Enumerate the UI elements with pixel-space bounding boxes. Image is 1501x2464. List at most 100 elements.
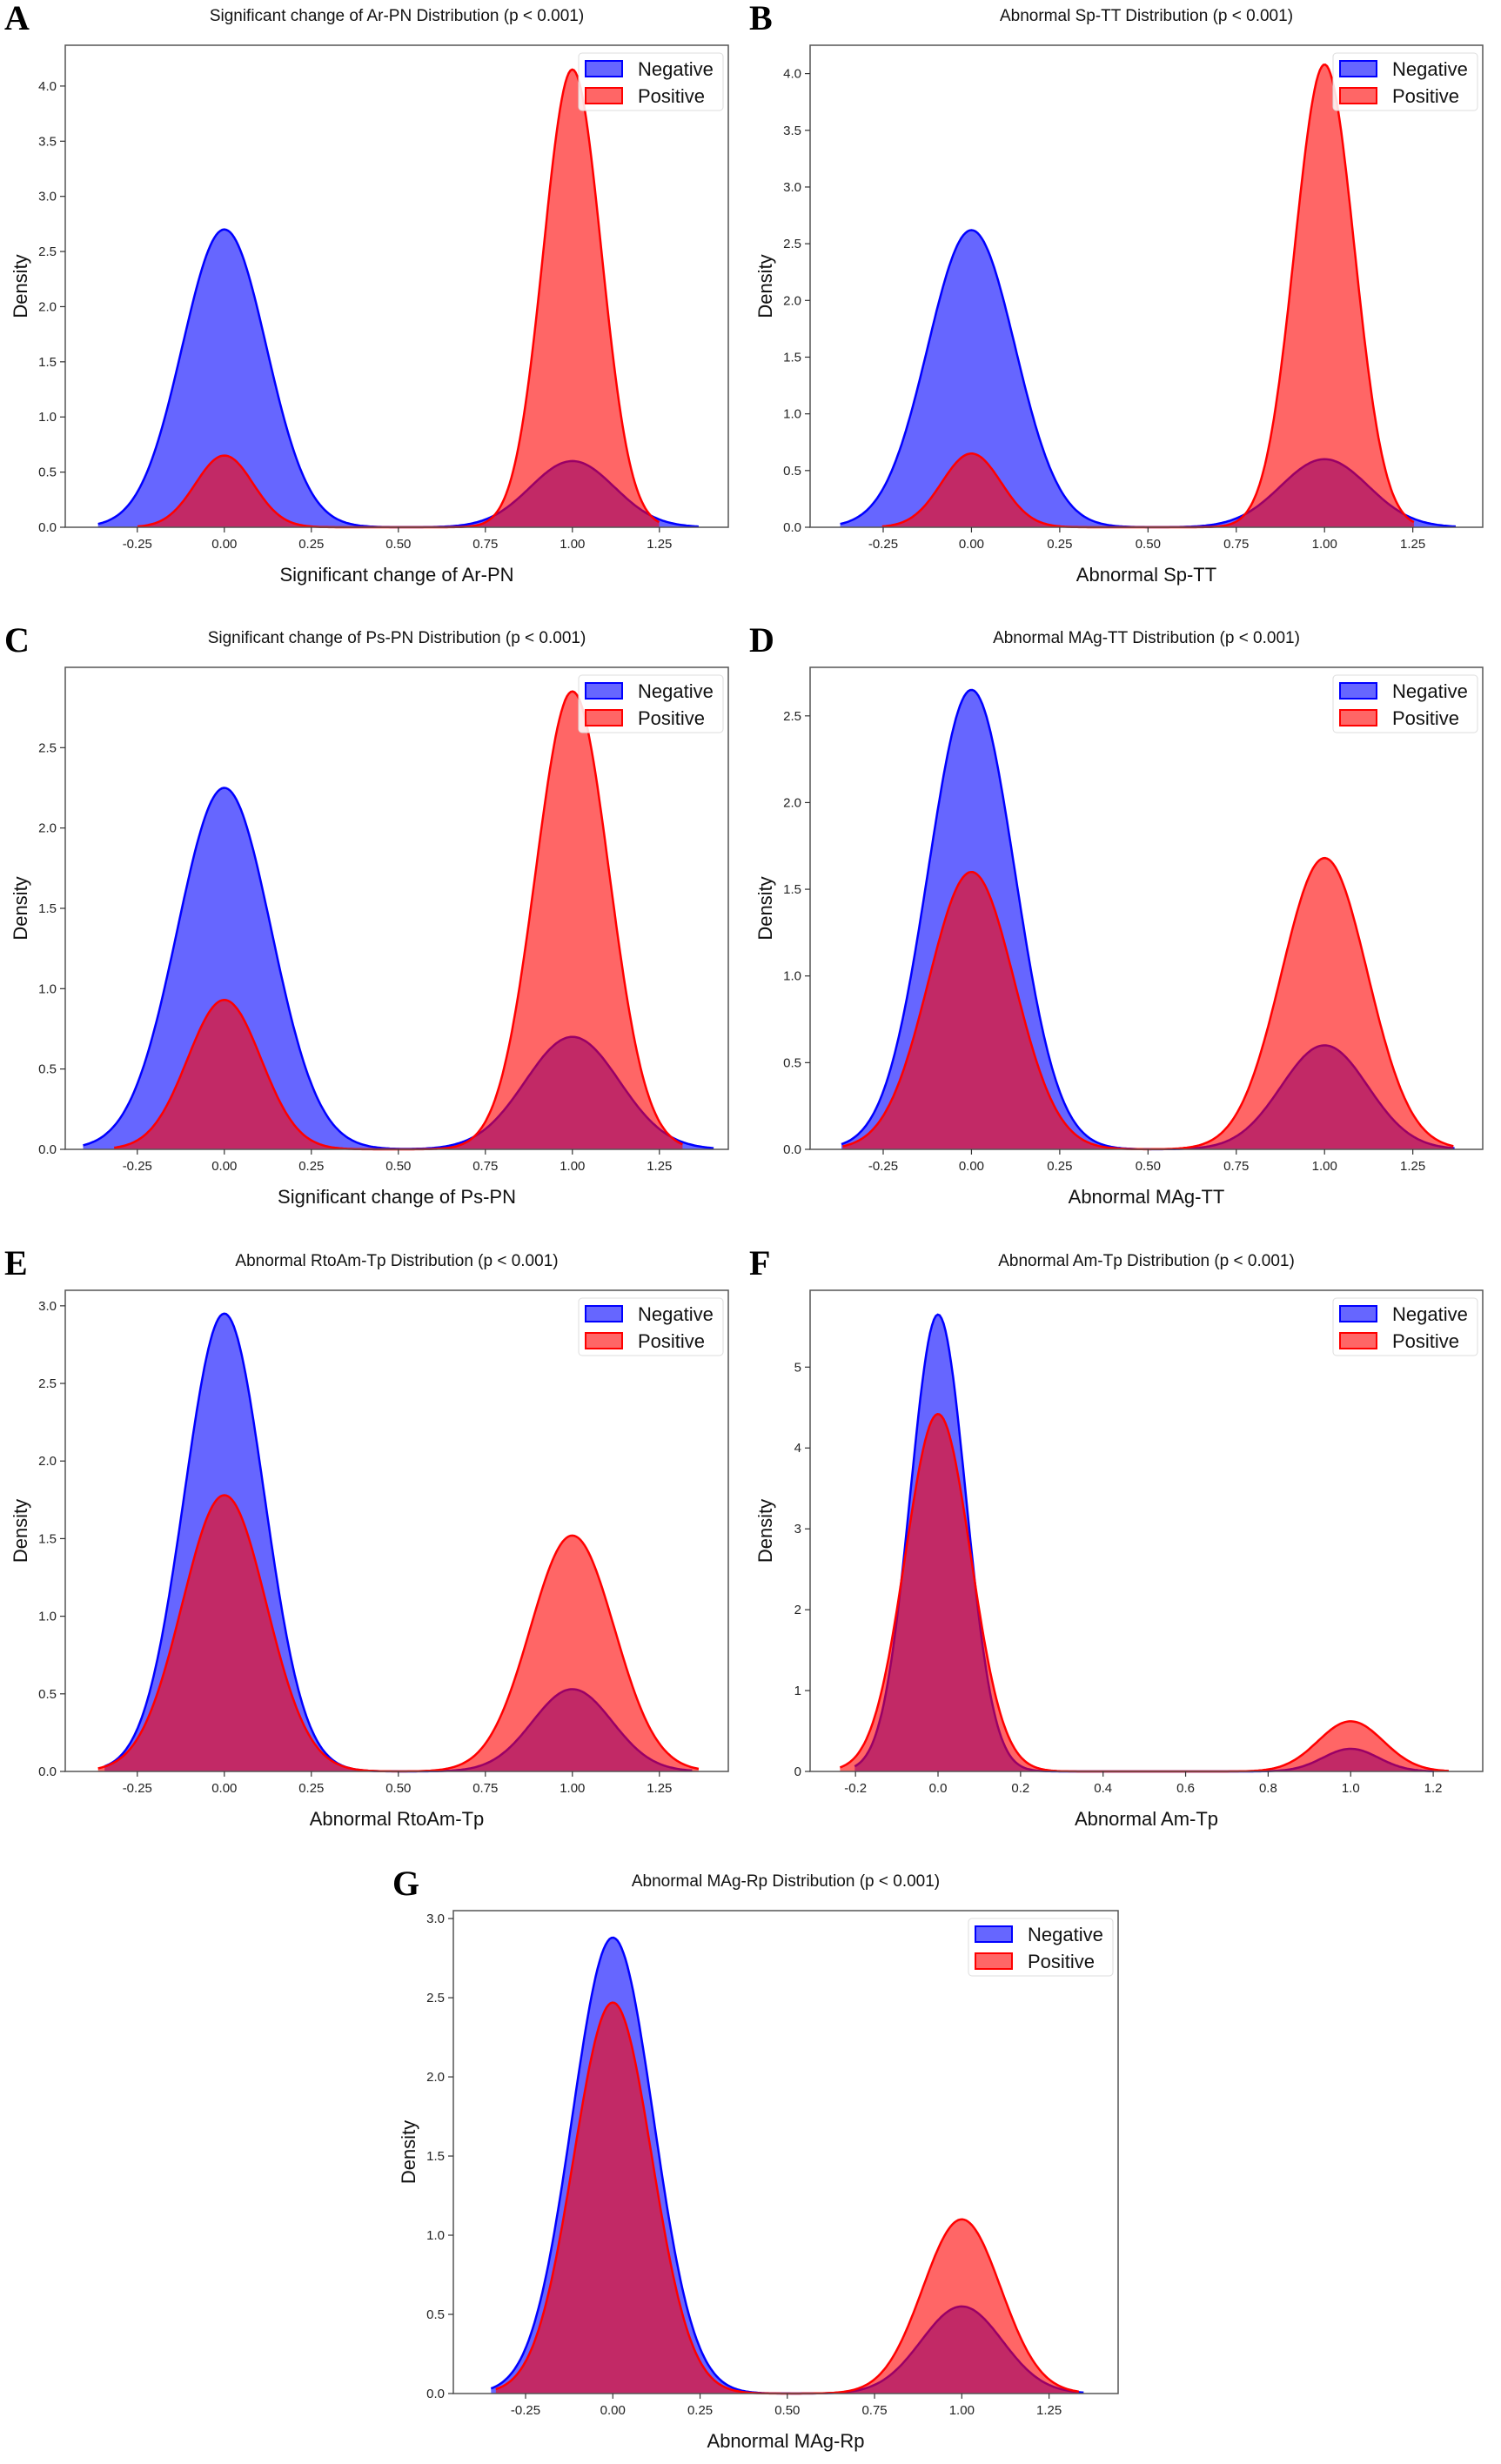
- y-tick-label: 2.5: [38, 1376, 57, 1391]
- y-tick-label: 0.0: [38, 1764, 57, 1779]
- panel-letter: F: [749, 1243, 770, 1282]
- density-area-positive: [97, 1495, 699, 1771]
- density-area-positive: [840, 1414, 1449, 1771]
- y-tick-label: 0.0: [38, 520, 57, 535]
- x-axis-label: Abnormal Sp-TT: [1076, 564, 1216, 586]
- x-tick-label: 1.00: [949, 2403, 975, 2418]
- y-tick-label: 4.0: [783, 67, 801, 82]
- legend-label-negative: Negative: [1392, 1303, 1468, 1325]
- y-axis-label: Density: [754, 1499, 776, 1563]
- y-axis-label: Density: [10, 254, 31, 318]
- y-tick-label: 0: [794, 1764, 801, 1779]
- y-tick-label: 2.0: [783, 293, 801, 308]
- y-tick-label: 4: [794, 1441, 801, 1456]
- legend-label-negative: Negative: [1392, 680, 1468, 702]
- y-axis-label: Density: [10, 876, 31, 940]
- x-tick-label: 0.00: [959, 537, 984, 552]
- x-tick-label: 0.75: [861, 2403, 887, 2418]
- y-tick-label: 1.0: [783, 407, 801, 422]
- x-tick-label: 1.25: [647, 1159, 672, 1174]
- density-area-negative: [840, 230, 1457, 527]
- panel-letter: A: [4, 0, 30, 37]
- y-tick-label: 3.0: [783, 180, 801, 195]
- x-tick-label: 1.00: [560, 1159, 585, 1174]
- x-tick-label: 0.50: [385, 537, 411, 552]
- legend-label-negative: Negative: [638, 58, 714, 80]
- x-tick-label: 0.25: [687, 2403, 713, 2418]
- x-tick-label: 0.2: [1011, 1781, 1029, 1796]
- x-tick-label: 0.50: [1136, 1159, 1161, 1174]
- x-axis-label: Abnormal MAg-TT: [1069, 1186, 1225, 1208]
- x-tick-label: -0.25: [123, 1159, 152, 1174]
- legend-swatch-negative: [1339, 682, 1377, 700]
- x-tick-label: -0.25: [123, 537, 152, 552]
- y-tick-label: 0.0: [783, 520, 801, 535]
- y-axis-label: Density: [398, 2120, 419, 2184]
- legend-swatch-negative: [1339, 60, 1377, 77]
- x-tick-label: 0.4: [1094, 1781, 1112, 1796]
- panel-g: G Abnormal MAg-Rp Distribution (p < 0.001…: [392, 1864, 1119, 2452]
- axes-frame: [452, 1910, 1119, 2394]
- panel-a: A Significant change of Ar-PN Distributio…: [4, 0, 729, 586]
- x-tick-label: 1.00: [1312, 537, 1337, 552]
- density-area-positive: [881, 64, 1414, 528]
- panel-c: C Significant change of Ps-PN Distributio…: [4, 620, 729, 1208]
- x-tick-label: -0.25: [511, 2403, 540, 2418]
- axes-frame: [809, 1289, 1484, 1772]
- y-tick-label: 0.0: [38, 1142, 57, 1157]
- x-tick-label: 0.25: [298, 1159, 324, 1174]
- legend-label-negative: Negative: [638, 1303, 714, 1325]
- legend-swatch-positive: [975, 1952, 1013, 1970]
- legend-label-negative: Negative: [1028, 1924, 1103, 1945]
- chart-title: Abnormal MAg-Rp Distribution (p < 0.001): [632, 1872, 940, 1891]
- y-tick-label: 0.5: [783, 1055, 801, 1070]
- y-tick-label: 1.5: [783, 350, 801, 365]
- chart-title: Abnormal Sp-TT Distribution (p < 0.001): [1000, 7, 1293, 25]
- y-tick-label: 3.0: [38, 190, 57, 204]
- x-tick-label: 0.00: [959, 1159, 984, 1174]
- legend-swatch-positive: [1339, 1332, 1377, 1349]
- legend-label-positive: Positive: [1392, 707, 1459, 729]
- y-tick-label: 0.5: [38, 465, 57, 480]
- x-tick-label: 1.00: [1312, 1159, 1337, 1174]
- panel-letter: G: [392, 1864, 419, 1903]
- x-tick-label: 0.8: [1259, 1781, 1277, 1796]
- x-tick-label: 1.25: [1400, 537, 1425, 552]
- axes-frame: [809, 666, 1484, 1150]
- y-tick-label: 4.0: [38, 79, 57, 94]
- panel-b: B Abnormal Sp-TT Distribution (p < 0.001)…: [749, 0, 1484, 586]
- x-tick-label: 0.50: [385, 1781, 411, 1796]
- y-tick-label: 1.5: [38, 355, 57, 370]
- chart-title: Abnormal RtoAm-Tp Distribution (p < 0.00…: [235, 1252, 558, 1270]
- legend-label-positive: Positive: [638, 707, 705, 729]
- legend-label-positive: Positive: [1028, 1951, 1095, 1972]
- x-tick-label: -0.2: [844, 1781, 867, 1796]
- density-area-positive: [842, 858, 1454, 1149]
- chart-title: Significant change of Ar-PN Distribution…: [210, 7, 584, 25]
- y-tick-label: 1: [794, 1684, 801, 1698]
- y-tick-label: 2.0: [783, 795, 801, 810]
- y-tick-label: 1.5: [38, 901, 57, 916]
- x-tick-label: 1.0: [1342, 1781, 1360, 1796]
- y-tick-label: 0.5: [38, 1687, 57, 1702]
- x-tick-label: 0.6: [1176, 1781, 1195, 1796]
- y-tick-label: 3.0: [426, 1912, 445, 1926]
- y-tick-label: 1.5: [38, 1531, 57, 1546]
- x-tick-label: 0.00: [211, 1781, 237, 1796]
- legend-swatch-negative: [585, 682, 623, 700]
- y-tick-label: 2: [794, 1603, 801, 1617]
- y-tick-label: 0.0: [426, 2387, 445, 2401]
- x-tick-label: 1.25: [1036, 2403, 1062, 2418]
- y-tick-label: 1.0: [38, 410, 57, 425]
- y-tick-label: 2.0: [38, 299, 57, 314]
- x-tick-label: 0.0: [929, 1781, 948, 1796]
- y-tick-label: 0.0: [783, 1142, 801, 1157]
- x-tick-label: 1.00: [560, 1781, 585, 1796]
- chart-title: Abnormal MAg-TT Distribution (p < 0.001): [993, 629, 1300, 647]
- x-tick-label: 0.75: [472, 537, 498, 552]
- y-tick-label: 2.0: [426, 2070, 445, 2085]
- y-tick-label: 1.0: [38, 1610, 57, 1624]
- y-tick-label: 2.5: [783, 237, 801, 251]
- panel-d: D Abnormal MAg-TT Distribution (p < 0.001…: [749, 620, 1484, 1208]
- x-tick-label: 1.00: [560, 537, 585, 552]
